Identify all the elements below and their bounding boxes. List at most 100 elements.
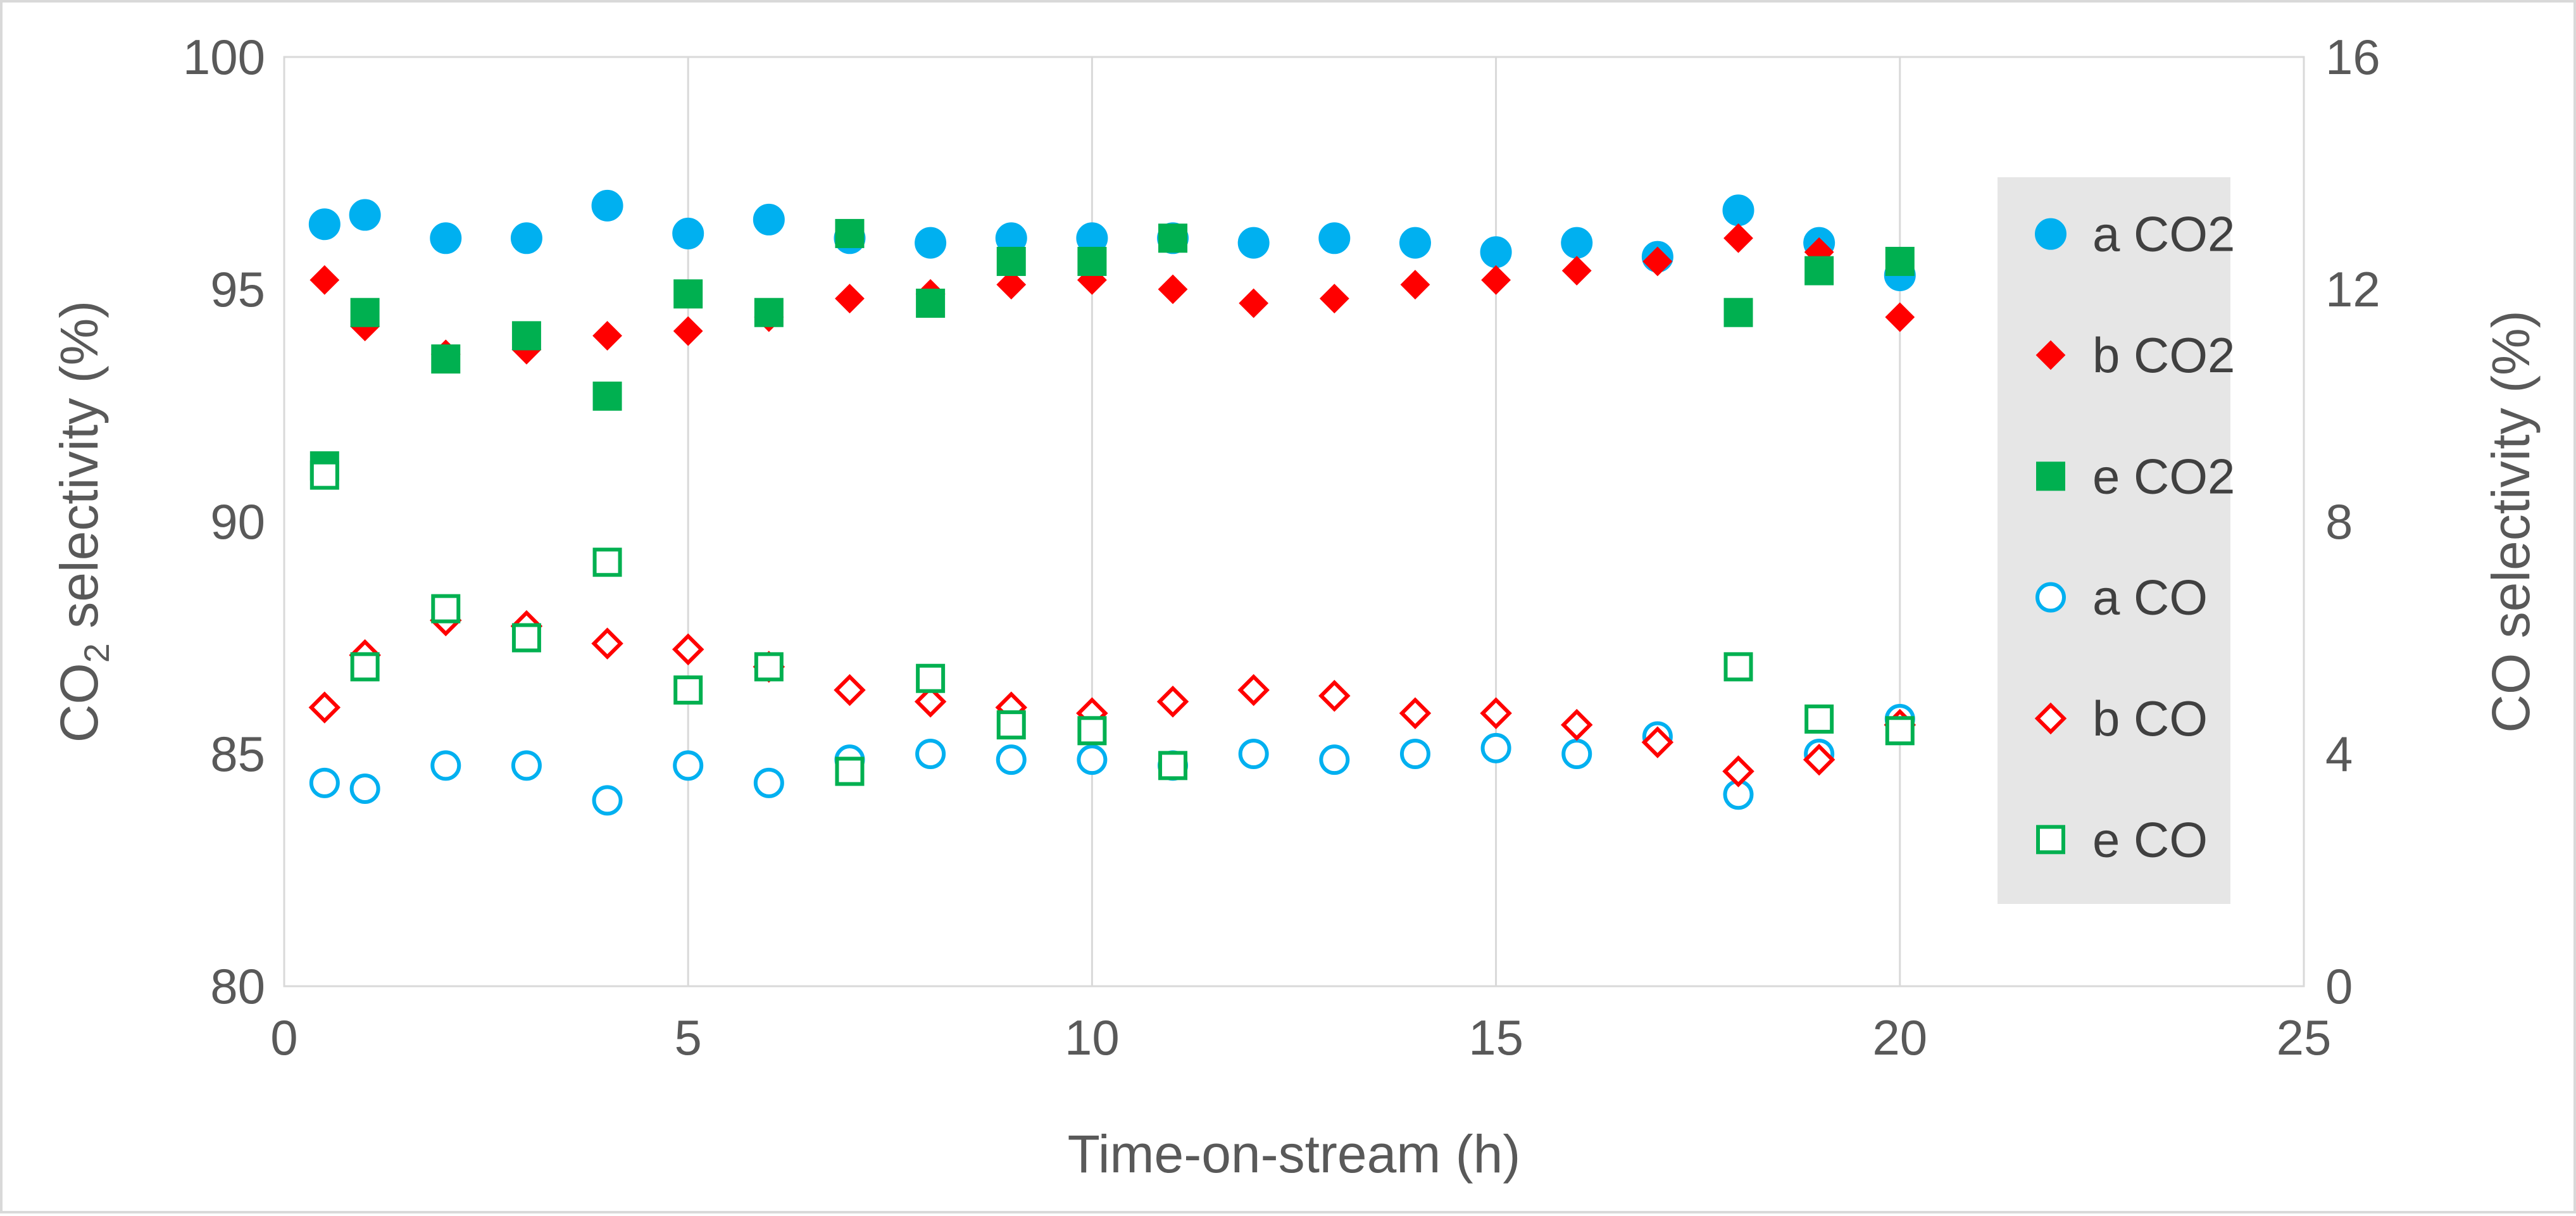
data-point-b-co2	[1481, 265, 1511, 295]
data-point-b-co2	[1319, 284, 1349, 314]
x-tick-label: 15	[1468, 1010, 1523, 1065]
data-point-b-co2	[1885, 302, 1915, 332]
x-tick-label: 0	[270, 1010, 297, 1065]
data-point-e-co2	[1885, 246, 1915, 276]
data-point-b-co2	[1239, 288, 1269, 318]
legend-marker	[2035, 582, 2066, 613]
data-point-b-co	[1156, 686, 1189, 718]
data-point-e-co	[511, 623, 541, 653]
data-point-e-co	[673, 675, 703, 705]
data-point-a-co	[592, 785, 623, 816]
data-point-a-co	[1238, 739, 1269, 769]
data-point-a-co	[1561, 739, 1592, 769]
data-point-e-co2	[754, 298, 784, 327]
data-point-b-co2	[592, 320, 622, 351]
data-point-a-co2	[591, 189, 623, 222]
x-axis-title: Time-on-stream (h)	[1068, 1124, 1521, 1184]
x-tick-label: 10	[1065, 1010, 1120, 1065]
data-point-b-co2	[996, 270, 1027, 300]
legend-label: b CO2	[2092, 327, 2235, 383]
y-left-tick-label: 80	[210, 958, 265, 1014]
data-point-e-co2	[673, 279, 703, 309]
data-point-a-co	[309, 767, 340, 798]
y-left-title-rest: selectivity (%)	[49, 301, 109, 643]
data-point-b-co	[591, 627, 623, 660]
data-point-a-co	[996, 744, 1027, 775]
legend-marker	[2036, 825, 2065, 855]
data-point-b-co	[914, 686, 947, 718]
x-tick-label: 20	[1872, 1010, 1927, 1065]
legend-label: e CO2	[2092, 448, 2235, 504]
data-point-a-co	[511, 750, 542, 781]
y-left-axis-title: CO2 selectivity (%)	[49, 301, 116, 743]
data-point-b-co2	[1400, 270, 1430, 300]
data-point-a-co2	[1237, 227, 1270, 259]
y-left-tick-label: 90	[210, 494, 265, 549]
data-point-e-co	[996, 710, 1026, 740]
data-point-e-co	[1885, 716, 1915, 746]
legend-label: a CO2	[2092, 206, 2235, 262]
series-a-co	[309, 703, 1915, 816]
data-point-a-co	[1077, 744, 1108, 775]
data-point-e-co	[350, 652, 380, 682]
data-point-e-co2	[431, 344, 461, 374]
series-b-co	[308, 604, 1916, 787]
series-e-co2	[309, 218, 1915, 480]
data-point-e-co	[431, 594, 461, 624]
data-point-b-co	[1237, 674, 1270, 706]
data-point-a-co2	[672, 217, 704, 249]
data-point-b-co2	[835, 284, 865, 314]
data-point-b-co	[672, 633, 704, 666]
series-e-co	[309, 460, 1915, 786]
data-point-e-co	[916, 663, 946, 693]
data-point-e-co2	[350, 298, 380, 327]
y-right-tick-label: 4	[2325, 726, 2353, 782]
legend-marker	[2036, 461, 2065, 491]
data-point-b-co	[1560, 708, 1593, 741]
data-point-e-co	[835, 756, 865, 786]
data-point-a-co2	[915, 227, 947, 259]
data-point-a-co2	[1480, 236, 1512, 268]
data-point-a-co2	[1399, 227, 1431, 259]
legend-box	[1998, 177, 2230, 904]
data-point-a-co2	[308, 208, 341, 241]
legend-label: a CO	[2092, 570, 2208, 625]
data-point-a-co2	[753, 203, 785, 235]
data-point-b-co2	[1723, 223, 1753, 253]
axis-layer: 0 5 10 15 20 25 80 85 90 95 100 0 4 8 12 16 Time-on-stre…	[49, 29, 2541, 1184]
data-point-b-co	[308, 691, 341, 724]
data-point-b-co	[1722, 755, 1754, 787]
data-point-a-co	[915, 739, 946, 769]
legend-label: e CO	[2092, 812, 2208, 867]
y-right-tick-label: 8	[2325, 494, 2353, 549]
data-point-e-co2	[1723, 298, 1753, 327]
data-point-b-co2	[1158, 274, 1188, 304]
data-point-e-co	[754, 652, 784, 682]
data-point-a-co	[1319, 744, 1350, 775]
data-point-a-co	[430, 750, 461, 781]
y-left-title-base: CO	[49, 663, 109, 743]
data-point-b-co	[1641, 726, 1674, 758]
legend-marker	[2034, 702, 2067, 735]
data-point-a-co	[673, 750, 704, 781]
data-point-e-co2	[996, 246, 1026, 276]
data-point-a-co	[1480, 732, 1511, 763]
data-point-e-co2	[592, 381, 622, 411]
data-point-e-co	[309, 460, 339, 490]
data-point-b-co	[1803, 743, 1835, 776]
data-point-b-co2	[309, 265, 340, 295]
data-point-a-co2	[1318, 222, 1351, 254]
data-point-e-co2	[916, 289, 946, 318]
data-point-e-co	[1804, 704, 1834, 734]
y-right-tick-label: 0	[2325, 958, 2353, 1014]
legend-marker	[2035, 340, 2066, 370]
data-point-b-co2	[673, 316, 703, 346]
data-point-e-co2	[511, 321, 541, 351]
series-b-co2	[309, 223, 1915, 370]
data-point-a-co2	[349, 199, 381, 231]
data-point-b-co2	[1642, 246, 1673, 277]
y-left-tick-label: 100	[183, 29, 265, 85]
data-point-e-co2	[835, 218, 865, 248]
data-point-b-co	[834, 674, 866, 706]
y-right-tick-label: 12	[2325, 261, 2380, 317]
